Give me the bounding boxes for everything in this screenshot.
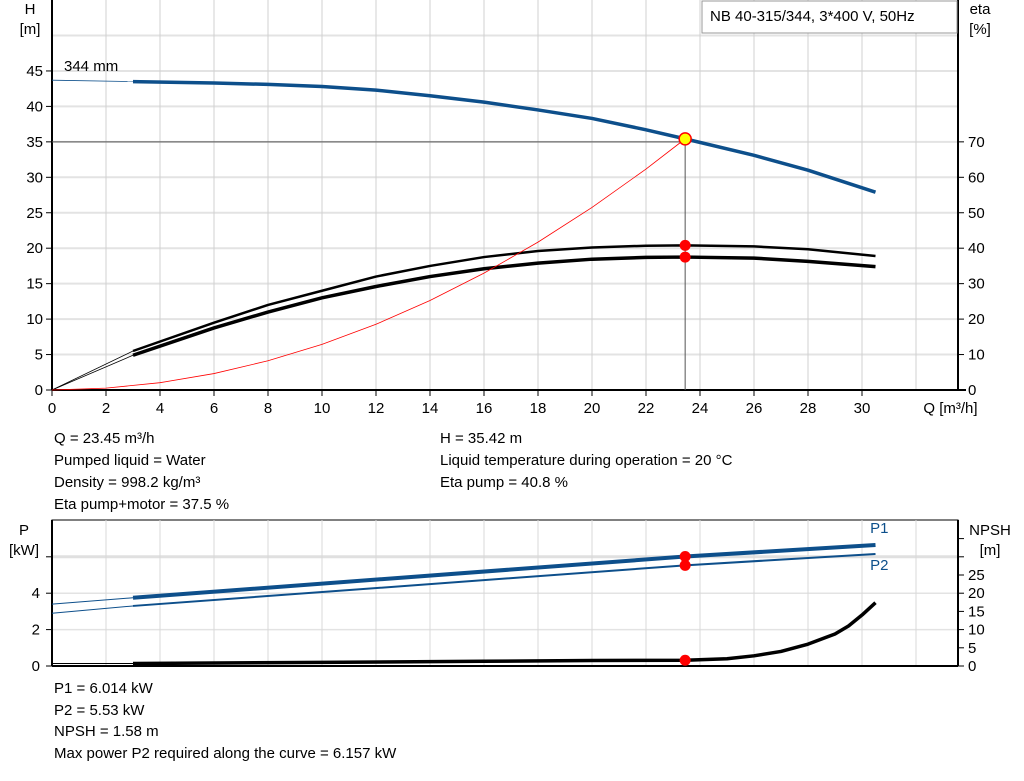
- y-axis-label-left: H: [25, 1, 36, 18]
- y-axis-label-right-unit: [%]: [969, 21, 991, 38]
- result-eta-pump: Eta pump = 40.8 %: [440, 474, 568, 491]
- y-axis-label-left-unit: [m]: [20, 21, 41, 38]
- result-liquid: Pumped liquid = Water: [54, 452, 206, 469]
- eta-pump-motor-curve-extension: [51, 354, 134, 391]
- npsh-curve: [132, 601, 877, 666]
- y-tick-label: 30: [26, 169, 43, 186]
- y-right-tick-label: 40: [968, 240, 985, 257]
- y-right-tick-label: 5: [968, 640, 976, 657]
- x-tick-label: 0: [48, 400, 56, 417]
- p1-label: P1: [870, 520, 888, 537]
- y-tick-label: 5: [35, 347, 43, 364]
- results-top-right: H = 35.42 m Liquid temperature during op…: [440, 428, 732, 494]
- x-axis-label: Q [m³/h]: [923, 400, 977, 417]
- y-tick-label: 45: [26, 63, 43, 80]
- y-tick-label: 25: [26, 205, 43, 222]
- eta-pump-motor-point: [679, 251, 691, 263]
- eta-pump-point: [679, 239, 691, 251]
- p2-curve: [132, 552, 876, 607]
- x-tick-label: 26: [746, 400, 763, 417]
- result-eta-pump-motor: Eta pump+motor = 37.5 %: [54, 496, 230, 513]
- y-tick-label: 0: [32, 658, 40, 675]
- p1-curve-extension: [51, 597, 134, 605]
- y-tick-label: 4: [32, 585, 40, 602]
- result-temperature: Liquid temperature during operation = 20…: [440, 452, 733, 469]
- x-tick-label: 2: [102, 400, 110, 417]
- x-tick-label: 20: [584, 400, 601, 417]
- y-tick-label: 40: [26, 98, 43, 115]
- result-max-power: Max power P2 required along the curve = …: [54, 744, 397, 762]
- y-right-tick-label: 10: [968, 622, 985, 639]
- p2-label: P2: [870, 557, 888, 574]
- x-tick-label: 10: [314, 400, 331, 417]
- eta-pump-motor-curve: [132, 255, 876, 357]
- x-tick-label: 6: [210, 400, 218, 417]
- result-q: Q = 23.45 m³/h: [54, 430, 155, 447]
- y-tick-label: 2: [32, 622, 40, 639]
- eta-pump-curve-extension: [51, 350, 134, 391]
- x-tick-label: 16: [476, 400, 493, 417]
- y-axis-label-right: eta: [970, 1, 992, 18]
- y-right-tick-label: 20: [968, 585, 985, 602]
- y-axis-label-left: P: [19, 522, 29, 539]
- results-top-left: Q = 23.45 m³/h Pumped liquid = Water Den…: [54, 428, 229, 516]
- x-tick-label: 18: [530, 400, 547, 417]
- legend-title: NB 40-315/344, 3*400 V, 50Hz: [710, 8, 915, 25]
- npsh-point: [679, 654, 691, 666]
- result-p2: P2 = 5.53 kW: [54, 701, 145, 719]
- y-axis-label-left-unit: [kW]: [9, 542, 39, 559]
- p1-point: [679, 551, 691, 563]
- x-tick-label: 12: [368, 400, 385, 417]
- curve-label: 344 mm: [64, 58, 118, 75]
- y-axis-label-right: NPSH: [969, 522, 1011, 539]
- head-curve: [132, 79, 877, 194]
- legend-box: NB 40-315/344, 3*400 V, 50Hz: [701, 0, 958, 34]
- eta-pump-curve: [132, 244, 876, 353]
- result-density: Density = 998.2 kg/m³: [54, 474, 201, 491]
- y-right-tick-label: 15: [968, 603, 985, 620]
- y-axis-label-right-unit: [m]: [980, 542, 1001, 559]
- y-right-tick-label: 20: [968, 311, 985, 328]
- x-tick-label: 4: [156, 400, 164, 417]
- x-tick-label: 24: [692, 400, 709, 417]
- y-right-tick-label: 0: [968, 658, 976, 675]
- y-tick-label: 15: [26, 276, 43, 293]
- results-bottom: P1 = 6.014 kW P2 = 5.53 kW NPSH = 1.58 m…: [54, 678, 396, 764]
- x-tick-label: 22: [638, 400, 655, 417]
- system-curve: [51, 138, 686, 391]
- operating-point: [678, 132, 692, 146]
- p2-point: [679, 559, 691, 571]
- x-tick-label: 30: [854, 400, 871, 417]
- y-right-tick-label: 30: [968, 276, 985, 293]
- y-right-tick-label: 50: [968, 205, 985, 222]
- p2-curve-extension: [51, 605, 134, 614]
- p1-curve: [132, 542, 876, 600]
- x-tick-label: 28: [800, 400, 817, 417]
- y-tick-label: 20: [26, 240, 43, 257]
- y-right-tick-label: 10: [968, 347, 985, 364]
- result-h: H = 35.42 m: [440, 430, 523, 447]
- x-tick-label: 8: [264, 400, 272, 417]
- result-npsh: NPSH = 1.58 m: [54, 723, 159, 740]
- y-right-tick-label: 0: [968, 382, 976, 399]
- y-tick-label: 0: [35, 382, 43, 399]
- y-right-tick-label: 70: [968, 134, 985, 151]
- head-curve-extension: [51, 79, 134, 82]
- x-tick-label: 14: [422, 400, 439, 417]
- result-p1: P1 = 6.014 kW: [54, 680, 153, 697]
- y-right-tick-label: 25: [968, 567, 985, 584]
- y-right-tick-label: 60: [968, 169, 985, 186]
- y-tick-label: 10: [26, 311, 43, 328]
- y-tick-label: 35: [26, 134, 43, 151]
